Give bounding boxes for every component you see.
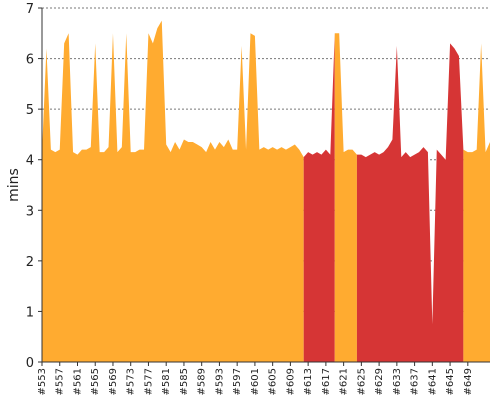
normal-build-area [463, 43, 490, 363]
x-tick-label: #613 [303, 368, 314, 395]
x-tick-label: #645 [445, 368, 456, 395]
x-tick-label: #557 [55, 368, 66, 395]
y-tick-label: 5 [26, 103, 34, 118]
x-tick-label: #597 [232, 368, 243, 395]
x-tick-label: #617 [321, 368, 332, 395]
x-tick-label: #629 [374, 368, 385, 395]
x-tick-labels: #553 #557 #561 #565 #569 #573 #577 #581 #585 #589… [37, 362, 474, 395]
x-tick-label: #585 [179, 368, 190, 395]
normal-build-area [42, 20, 304, 363]
x-tick-label: #577 [143, 368, 154, 395]
x-tick-label: #605 [268, 368, 279, 395]
x-tick-label: #573 [126, 368, 137, 395]
duration-area [42, 20, 490, 363]
x-tick-label: #561 [72, 368, 83, 395]
x-tick-label: #589 [197, 368, 208, 395]
x-tick-label: #625 [356, 368, 367, 395]
x-tick-label: #553 [37, 368, 48, 395]
x-tick-label: #633 [392, 368, 403, 395]
x-tick-label: #641 [427, 368, 438, 395]
x-tick-label: #565 [90, 368, 101, 395]
x-tick-label: #601 [250, 368, 261, 395]
y-axis-label: mins [6, 168, 22, 202]
failed-build-area [303, 33, 335, 363]
y-tick-labels: 0 1 2 3 4 5 6 7 [26, 2, 42, 371]
y-tick-label: 7 [26, 2, 34, 17]
x-tick-label: #593 [214, 368, 225, 395]
x-tick-label: #621 [339, 368, 350, 395]
x-tick-label: #609 [285, 368, 296, 395]
y-tick-label: 6 [26, 53, 34, 68]
y-tick-label: 1 [26, 305, 34, 320]
y-tick-label: 2 [26, 255, 34, 270]
x-tick-label: #581 [161, 368, 172, 395]
failed-build-area [356, 43, 464, 363]
y-tick-label: 0 [26, 356, 34, 371]
x-tick-label: #637 [410, 368, 421, 395]
axes [41, 8, 490, 363]
y-tick-label: 3 [26, 204, 34, 219]
normal-build-area [334, 33, 357, 363]
x-tick-label: #569 [108, 368, 119, 395]
y-tick-label: 4 [26, 154, 34, 169]
x-tick-label: #649 [463, 368, 474, 395]
